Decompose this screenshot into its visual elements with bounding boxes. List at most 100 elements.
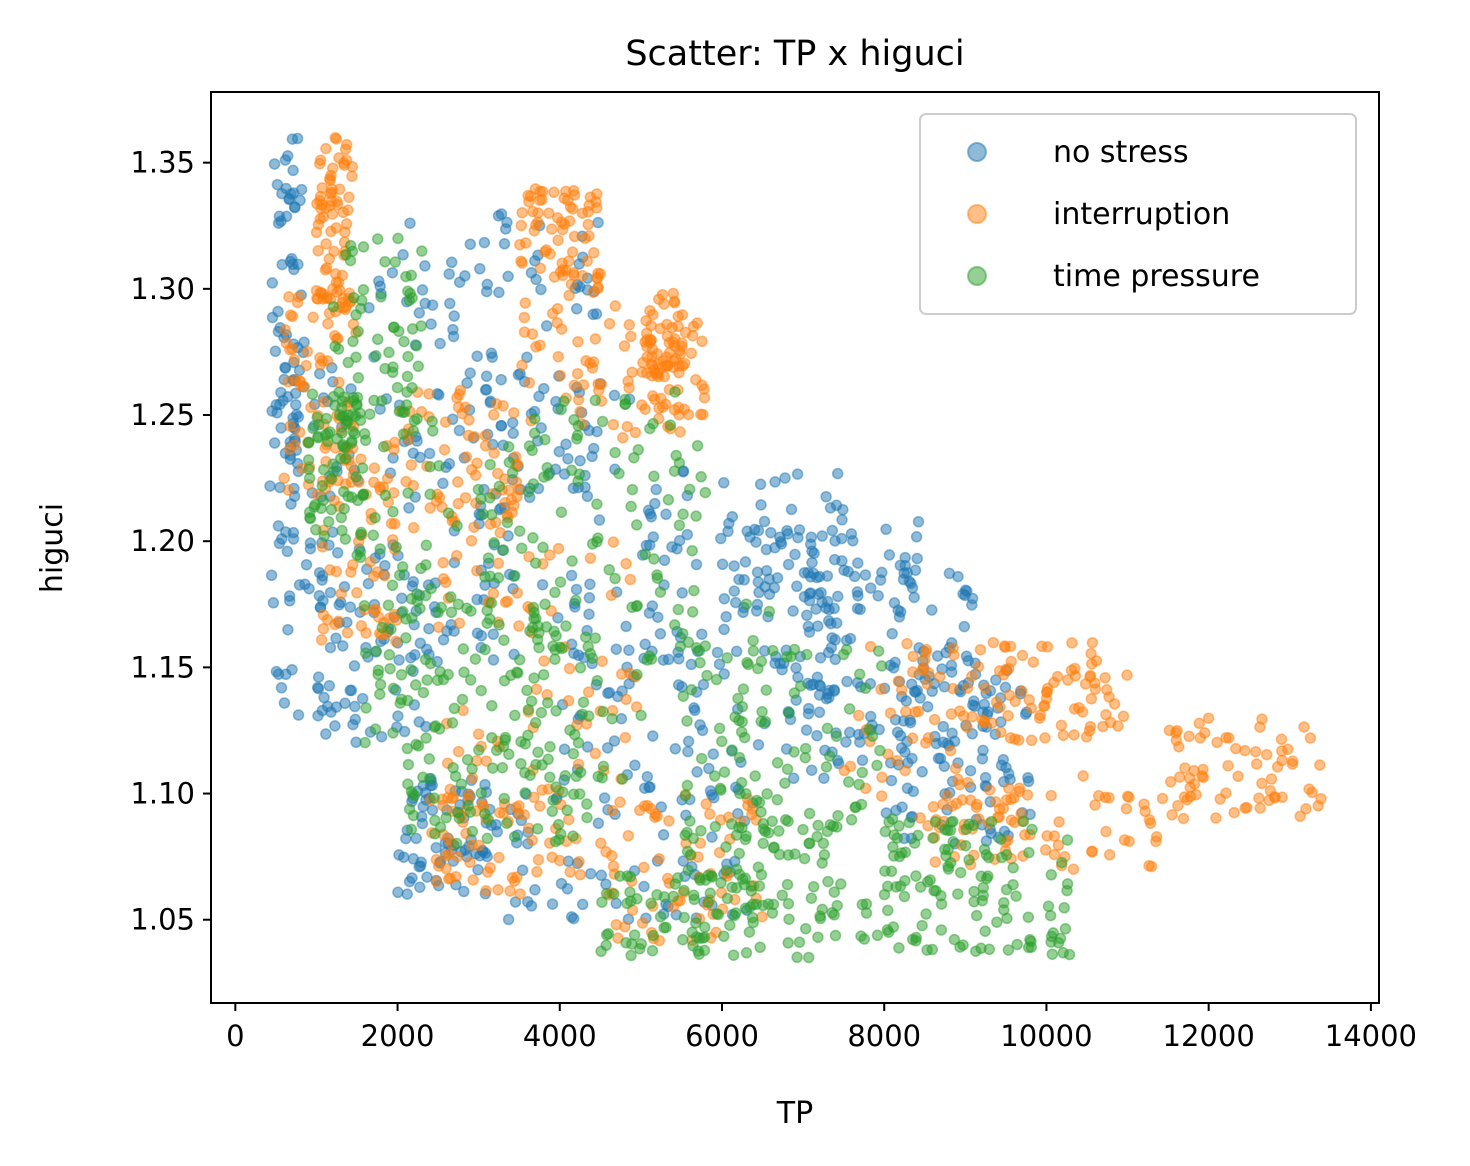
data-point <box>464 367 476 379</box>
data-point <box>1025 734 1038 747</box>
data-point <box>486 731 498 744</box>
data-point <box>281 545 294 558</box>
data-point <box>331 198 344 211</box>
data-point <box>1099 672 1111 684</box>
data-point <box>300 558 313 571</box>
data-point <box>979 771 992 784</box>
data-point <box>679 789 692 802</box>
data-point <box>479 429 492 442</box>
data-point <box>1300 803 1312 815</box>
data-point <box>676 587 688 599</box>
data-point <box>860 907 873 919</box>
data-point <box>1025 935 1037 948</box>
data-point <box>315 502 327 515</box>
data-point <box>519 237 532 249</box>
data-point <box>452 745 465 758</box>
data-point <box>852 709 865 722</box>
data-point <box>538 471 550 483</box>
data-point <box>493 480 506 493</box>
data-point <box>501 216 513 229</box>
data-point <box>280 668 292 681</box>
data-point <box>312 671 325 683</box>
data-point <box>493 286 505 299</box>
data-point <box>546 898 559 910</box>
data-point <box>1172 799 1184 812</box>
data-point <box>1061 878 1074 890</box>
data-point <box>1294 810 1306 822</box>
data-point <box>359 736 371 749</box>
data-point <box>647 730 659 742</box>
data-point <box>334 452 347 465</box>
data-point <box>644 422 656 435</box>
data-point <box>713 658 726 670</box>
data-point <box>813 706 826 719</box>
data-point <box>765 526 777 539</box>
data-point <box>721 892 734 905</box>
data-point <box>787 772 800 785</box>
data-point <box>649 808 661 820</box>
data-point <box>1184 781 1196 794</box>
data-point <box>444 297 456 310</box>
data-point <box>874 744 886 757</box>
data-point <box>798 852 811 865</box>
data-point <box>760 543 773 556</box>
data-point <box>686 606 699 618</box>
data-point <box>976 894 989 907</box>
data-point <box>669 386 681 398</box>
data-point <box>482 813 495 826</box>
data-point <box>506 416 519 429</box>
data-point <box>1156 792 1169 805</box>
data-point <box>967 819 980 832</box>
data-point <box>1021 789 1034 801</box>
data-point <box>479 440 492 452</box>
data-point <box>740 598 753 610</box>
data-point <box>626 366 638 378</box>
data-point <box>718 766 731 778</box>
data-point <box>740 947 753 959</box>
data-point <box>526 621 539 634</box>
data-point <box>484 492 496 504</box>
data-point <box>314 195 326 207</box>
data-point <box>453 812 466 824</box>
data-point <box>900 695 913 707</box>
data-point <box>403 502 415 514</box>
data-point <box>691 440 704 452</box>
data-point <box>594 268 607 280</box>
data-point <box>830 730 843 742</box>
data-point <box>1314 759 1326 771</box>
data-point <box>424 657 437 670</box>
data-point <box>629 759 641 771</box>
data-point <box>546 805 559 818</box>
data-point <box>1003 689 1016 701</box>
data-point <box>1193 717 1206 730</box>
y-tick-label: 1.25 <box>130 398 195 432</box>
data-point <box>480 755 493 767</box>
data-point <box>529 716 542 729</box>
data-point <box>635 709 647 722</box>
data-point <box>424 460 436 473</box>
data-point <box>1120 802 1133 815</box>
data-point <box>924 874 936 886</box>
data-point <box>771 757 784 769</box>
data-point <box>318 530 331 542</box>
data-point <box>703 762 715 775</box>
data-point <box>320 238 332 250</box>
data-point <box>859 682 872 695</box>
data-point <box>597 760 610 773</box>
data-point <box>668 619 681 631</box>
data-point <box>630 519 643 531</box>
data-point <box>875 683 887 696</box>
data-point <box>566 555 578 567</box>
data-point <box>460 451 473 463</box>
data-point <box>639 548 652 560</box>
data-point <box>587 442 600 455</box>
data-point <box>900 705 912 718</box>
data-point <box>478 236 491 249</box>
data-point <box>287 526 300 539</box>
data-point <box>1034 709 1046 721</box>
data-point <box>550 781 562 793</box>
data-point <box>830 499 843 512</box>
data-point <box>673 534 686 547</box>
data-point <box>412 740 425 752</box>
data-point <box>826 524 839 537</box>
